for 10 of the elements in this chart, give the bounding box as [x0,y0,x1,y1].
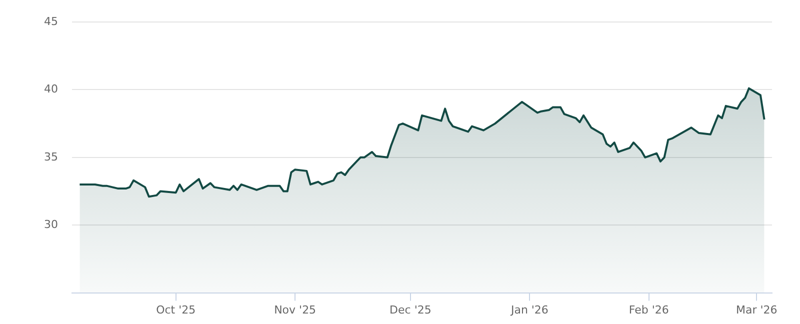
x-tick-label: Mar '26 [736,303,778,316]
y-tick-label: 40 [44,82,58,96]
y-tick-label: 30 [44,218,58,231]
x-tick-label: Feb '26 [628,303,669,316]
y-tick-label: 35 [44,150,58,164]
x-tick-label: Oct '25 [156,303,196,316]
x-tick-label: Jan '26 [510,303,548,316]
x-tick-label: Nov '25 [274,303,316,316]
x-tick-label: Dec '25 [390,303,432,316]
y-tick-label: 45 [44,14,58,28]
